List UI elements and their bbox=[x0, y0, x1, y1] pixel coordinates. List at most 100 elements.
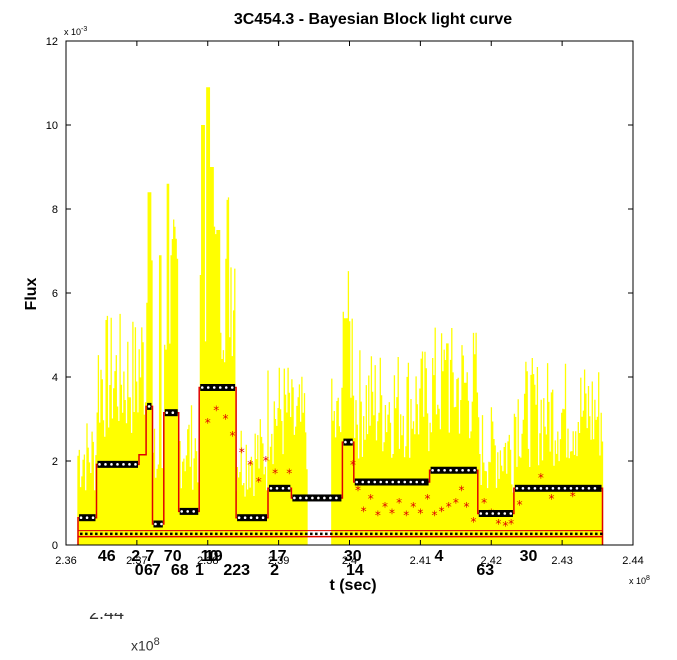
baseline-dot bbox=[225, 532, 228, 536]
x-tick-label-4: 2.4 bbox=[342, 555, 357, 567]
block-marker-dot bbox=[293, 496, 296, 500]
y-axis-label: Flux bbox=[23, 277, 40, 310]
block-marker-dot bbox=[539, 487, 543, 490]
red-point-32: * bbox=[495, 517, 501, 531]
baseline-dot bbox=[495, 532, 498, 536]
red-point-29: * bbox=[471, 515, 477, 529]
baseline-dot bbox=[390, 532, 393, 536]
baseline-dot bbox=[250, 532, 253, 536]
block-marker-dot bbox=[373, 480, 377, 484]
block-marker-dot bbox=[110, 463, 113, 466]
red-point-40: * bbox=[570, 490, 576, 504]
baseline-dot bbox=[170, 532, 173, 536]
baseline-dot bbox=[455, 532, 458, 536]
baseline-dot bbox=[375, 532, 378, 536]
baseline-dot bbox=[440, 532, 443, 536]
block-marker-dot bbox=[344, 440, 347, 444]
block-count-label-1: 2 bbox=[131, 548, 140, 565]
baseline-dot bbox=[330, 532, 333, 536]
block-marker-dot bbox=[335, 496, 338, 500]
block-marker-dot bbox=[323, 496, 326, 500]
baseline-dot bbox=[530, 532, 533, 536]
block-count-label-6: 17 bbox=[269, 548, 287, 565]
baseline-markers bbox=[80, 532, 603, 536]
block-marker-dot bbox=[116, 463, 119, 466]
red-point-8: * bbox=[272, 467, 278, 481]
baseline-dot bbox=[295, 532, 298, 536]
baseline-dot bbox=[100, 532, 103, 536]
block-marker-dot bbox=[397, 480, 401, 484]
block-marker-dot bbox=[350, 440, 353, 444]
baseline-dot bbox=[195, 532, 198, 536]
baseline-dot bbox=[425, 532, 428, 536]
block-marker-dot bbox=[557, 487, 561, 490]
block-marker-dot bbox=[485, 512, 489, 515]
block-marker-dot bbox=[361, 480, 365, 484]
block-marker-dot bbox=[449, 468, 452, 472]
baseline-dot bbox=[145, 532, 148, 536]
baseline-dot bbox=[80, 532, 83, 536]
block-marker-8 bbox=[268, 484, 291, 492]
baseline-dot bbox=[340, 532, 343, 536]
baseline-dot bbox=[290, 532, 293, 536]
baseline-dot bbox=[160, 532, 163, 536]
footer-cut-tick-label: 2.44 bbox=[89, 613, 125, 623]
red-point-22: * bbox=[424, 492, 430, 506]
baseline-dot bbox=[480, 532, 483, 536]
red-point-7: * bbox=[263, 454, 269, 468]
block-marker-dot bbox=[431, 468, 434, 472]
baseline-dot bbox=[220, 532, 223, 536]
baseline-dot bbox=[255, 532, 258, 536]
baseline-dot bbox=[400, 532, 403, 536]
block-marker-dot bbox=[230, 386, 234, 389]
block-marker-dot bbox=[243, 516, 247, 519]
block-marker-dot bbox=[305, 496, 308, 500]
baseline-dot bbox=[360, 532, 363, 536]
block-marker-dot bbox=[391, 480, 395, 484]
block-marker-dot bbox=[91, 516, 95, 519]
baseline-dot bbox=[490, 532, 493, 536]
block-marker-dot bbox=[497, 512, 501, 515]
baseline-dot bbox=[505, 532, 508, 536]
red-point-24: * bbox=[439, 504, 445, 518]
baseline-dot bbox=[90, 532, 93, 536]
flux-error-band bbox=[77, 87, 604, 545]
red-point-18: * bbox=[396, 496, 402, 510]
baseline-dot bbox=[435, 532, 438, 536]
baseline-dot bbox=[370, 532, 373, 536]
block-marker-11 bbox=[354, 478, 429, 486]
block-marker-dot bbox=[575, 487, 579, 490]
y-multiplier: x 10-3 bbox=[64, 26, 87, 37]
red-point-37: * bbox=[538, 471, 544, 485]
block-marker-dot bbox=[437, 468, 440, 472]
block-marker-dot bbox=[515, 487, 519, 490]
block-marker-dot bbox=[224, 386, 228, 389]
block-marker-dot bbox=[311, 496, 314, 500]
baseline-dot bbox=[205, 532, 208, 536]
block-marker-dot bbox=[385, 480, 389, 484]
block-marker-dot bbox=[212, 386, 216, 389]
block-marker-dot bbox=[200, 386, 204, 389]
block-marker-dot bbox=[545, 487, 549, 490]
block-marker-dot bbox=[171, 411, 175, 415]
baseline-dot bbox=[600, 532, 603, 536]
baseline-dot bbox=[475, 532, 478, 536]
baseline-dot bbox=[180, 532, 183, 536]
block-count-label-5: 19 bbox=[205, 548, 223, 565]
red-point-4: * bbox=[239, 446, 245, 460]
block-marker-1 bbox=[97, 460, 139, 468]
baseline-dot bbox=[115, 532, 118, 536]
baseline-dot bbox=[525, 532, 528, 536]
red-point-34: * bbox=[508, 517, 514, 531]
x-tick-label-3: 2.39 bbox=[268, 555, 289, 567]
x-axis-label: t (sec) bbox=[329, 577, 376, 594]
block-count-label-17: 14 bbox=[346, 562, 364, 579]
block-marker-dot bbox=[467, 468, 470, 472]
flux-band-segment-0 bbox=[77, 87, 269, 545]
footer-multiplier: x108 bbox=[131, 636, 160, 654]
baseline-dot bbox=[595, 532, 598, 536]
baseline-dot bbox=[430, 532, 433, 536]
red-point-27: * bbox=[458, 483, 464, 497]
block-marker-dot bbox=[79, 516, 83, 519]
